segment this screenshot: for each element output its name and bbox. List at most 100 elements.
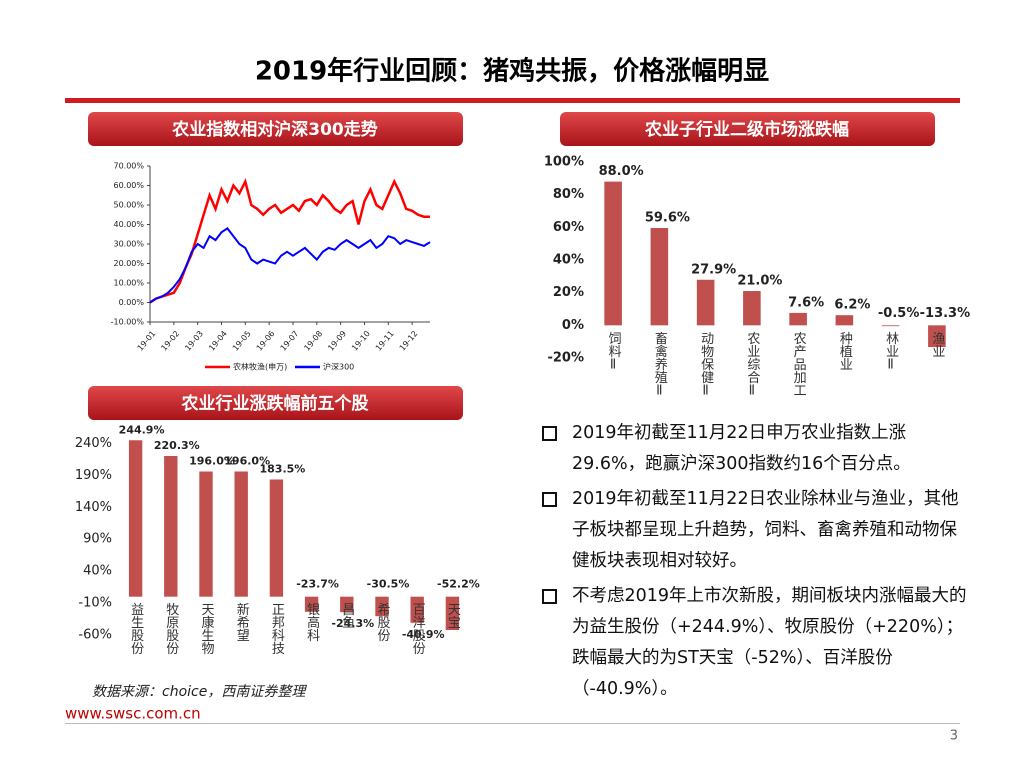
x-tick-label: 农产品加工 xyxy=(791,331,807,396)
y-tick-label: 240% xyxy=(75,436,112,451)
value-label: 59.6% xyxy=(645,210,690,225)
value-label: -40.9% xyxy=(402,628,445,641)
x-tick-label: 19-12 xyxy=(398,329,420,353)
bar xyxy=(199,471,213,597)
bullet: 2019年初截至11月22日申万农业指数上涨29.6%，跑赢沪深300指数约16… xyxy=(540,418,970,480)
y-tick-label: -10% xyxy=(78,596,112,611)
x-tick-label: 19-08 xyxy=(302,329,324,353)
bar xyxy=(128,440,143,597)
y-tick-label: 30.00% xyxy=(113,240,144,249)
y-tick-label: 100% xyxy=(544,155,584,170)
value-label: -23.7% xyxy=(296,578,339,591)
y-tick-label: 40% xyxy=(553,253,584,268)
bullet-list: 2019年初截至11月22日申万农业指数上涨29.6%，跑赢沪深300指数约16… xyxy=(540,418,970,709)
series-line xyxy=(149,178,430,304)
y-tick-label: 70.00% xyxy=(113,162,144,171)
x-tick-label: 19-05 xyxy=(231,329,253,353)
x-tick-label: 新希望 xyxy=(234,602,250,642)
bar xyxy=(234,471,248,597)
x-tick-label: 渔业 xyxy=(929,331,945,357)
x-tick-label: 正邦科技 xyxy=(269,603,285,655)
x-tick-label: 19-04 xyxy=(207,329,229,353)
x-tick-label: 天宝 xyxy=(445,603,461,629)
value-label: 7.6% xyxy=(788,295,824,310)
footer-rule xyxy=(65,723,960,724)
y-tick-label: 50.00% xyxy=(113,201,144,210)
x-tick-label: 饲料Ⅱ xyxy=(606,331,622,372)
value-label: 88.0% xyxy=(599,164,644,179)
bar xyxy=(375,596,389,617)
bar xyxy=(650,227,669,326)
bar xyxy=(410,596,424,623)
x-tick-label: 昌鱼 xyxy=(339,603,355,629)
x-tick-label: 19-11 xyxy=(374,329,396,353)
x-tick-label: 19-06 xyxy=(255,329,277,353)
value-label: 196.0% xyxy=(224,454,270,467)
y-tick-label: 140% xyxy=(75,500,112,515)
legend-label: 沪深300 xyxy=(323,362,354,372)
x-tick-label: 19-02 xyxy=(159,329,181,353)
bar xyxy=(928,325,946,348)
y-tick-label: 0% xyxy=(562,318,584,333)
value-label: 244.9% xyxy=(119,423,165,436)
y-tick-label: -20% xyxy=(547,351,584,366)
y-tick-label: 80% xyxy=(553,187,584,202)
value-label: 6.2% xyxy=(834,298,870,313)
bullet: 不考虑2019年上市次新股，期间板块内涨幅最大的为益生股份（+244.9%）、牧… xyxy=(540,581,970,705)
title-rule xyxy=(65,98,960,103)
x-tick-label: 种植业 xyxy=(837,331,853,370)
bar xyxy=(789,312,807,326)
value-label: -24.3% xyxy=(331,617,374,630)
y-tick-label: -10.00% xyxy=(111,318,145,327)
y-tick-label: 0.00% xyxy=(119,298,145,307)
x-tick-label: 19-10 xyxy=(350,329,372,353)
value-label: 27.9% xyxy=(691,262,736,277)
x-tick-label: 益生股份 xyxy=(128,603,144,655)
x-tick-label: 牧原股份 xyxy=(163,603,179,655)
bar xyxy=(340,596,354,613)
bar xyxy=(743,291,761,326)
y-tick-label: 190% xyxy=(75,468,112,483)
y-tick-label: -60% xyxy=(78,628,112,643)
header-box xyxy=(88,386,463,420)
value-label: -13.3% xyxy=(920,306,971,321)
y-tick-label: 90% xyxy=(83,532,112,547)
header-box xyxy=(88,112,463,146)
bar xyxy=(696,279,715,326)
bar xyxy=(164,455,178,597)
header-box xyxy=(560,112,935,146)
y-tick-label: 60.00% xyxy=(113,181,144,190)
bullet: 2019年初截至11月22日农业除林业与渔业，其他子板块都呈现上升趋势，饲料、畜… xyxy=(540,484,970,577)
x-tick-label: 19-09 xyxy=(326,329,348,353)
x-tick-label: 畜禽养殖Ⅱ xyxy=(652,331,668,399)
x-tick-label: 农业综合Ⅱ xyxy=(744,331,760,398)
x-tick-label: 19-01 xyxy=(136,329,158,353)
x-tick-label: 林业Ⅱ xyxy=(883,331,899,372)
chart-title: 农业子行业二级市场涨跌幅 xyxy=(644,119,849,140)
x-tick-label: 百洋股份 xyxy=(410,603,426,655)
y-tick-label: 40.00% xyxy=(113,220,144,229)
x-tick-label: 动物保健Ⅱ xyxy=(698,331,714,398)
value-label: -52.2% xyxy=(437,578,480,591)
series-line xyxy=(149,227,431,304)
value-label: 21.0% xyxy=(737,274,782,289)
value-label: 196.0% xyxy=(189,454,235,467)
value-label: -0.5% xyxy=(878,306,919,321)
bar xyxy=(881,325,900,327)
x-tick-label: 银高科 xyxy=(304,603,320,642)
bar xyxy=(445,596,460,631)
bar xyxy=(604,181,622,326)
x-tick-label: 希股份 xyxy=(375,603,391,642)
y-tick-label: 20% xyxy=(553,285,584,300)
website: www.swsc.com.cn xyxy=(65,705,201,723)
bar xyxy=(304,596,319,612)
bar xyxy=(269,479,284,597)
page-number: 3 xyxy=(950,729,958,744)
source: 数据来源：choice，西南证券整理 xyxy=(92,684,307,700)
chart-title: 农业指数相对沪深300走势 xyxy=(171,119,378,140)
slide-title: 2019年行业回顾：猪鸡共振，价格涨幅明显 xyxy=(255,56,769,87)
bar xyxy=(835,315,854,326)
value-label: 183.5% xyxy=(259,462,305,475)
